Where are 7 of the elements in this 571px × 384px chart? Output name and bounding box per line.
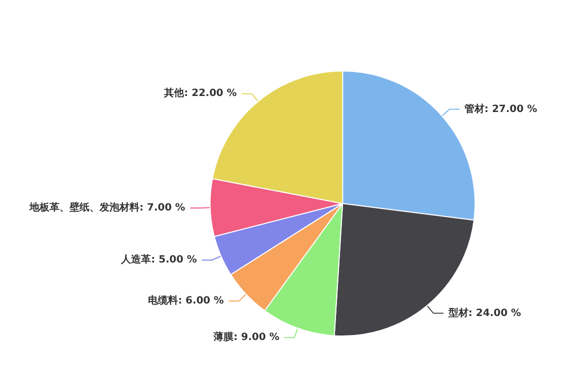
slice-label: 型材: 24.00 % [447, 306, 522, 319]
slice-label: 其他: 22.00 % [163, 87, 237, 100]
slice-label: 管材: 27.00 % [463, 102, 538, 115]
slice-label: 电缆料: 6.00 % [148, 294, 224, 307]
slice-label: 地板革、壁纸、发泡材料: 7.00 % [28, 201, 186, 214]
slice-label: 薄膜: 9.00 % [212, 331, 280, 344]
slice-label: 人造革: 5.00 % [120, 254, 197, 266]
